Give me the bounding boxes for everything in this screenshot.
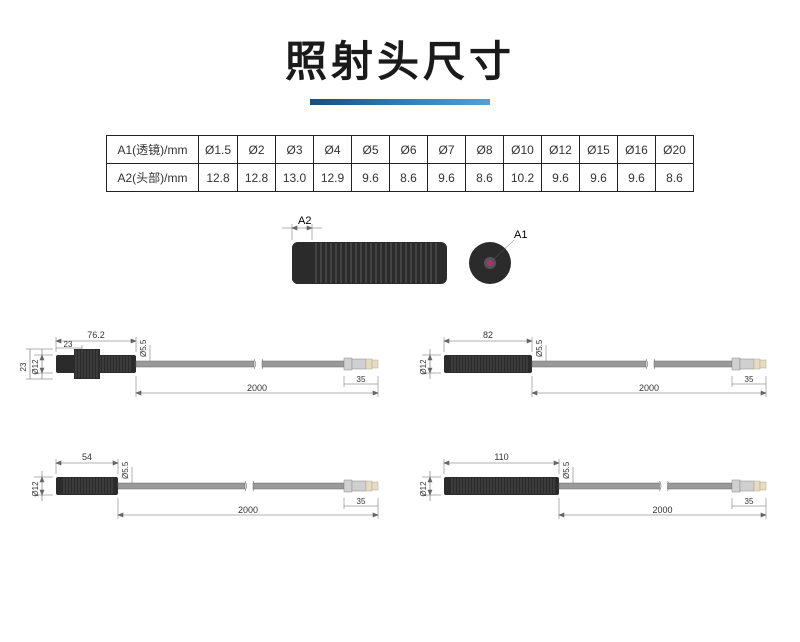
svg-text:Ø12: Ø12 [419,481,428,497]
svg-text:35: 35 [745,375,754,384]
drawing-4: 110 Ø12 Ø5.5 2000 35 [408,439,788,549]
svg-text:Ø5.5: Ø5.5 [535,339,544,357]
svg-text:35: 35 [357,497,366,506]
svg-text:76.2: 76.2 [87,330,105,340]
drawing-1: 76.2 23 Ø12 23 Ø5.5 2000 35 [20,317,400,427]
svg-text:110: 110 [494,452,508,462]
svg-text:Ø5.5: Ø5.5 [139,339,148,357]
svg-text:35: 35 [357,375,366,384]
row-label: A2(头部)/mm [106,164,198,192]
svg-text:Ø5.5: Ø5.5 [562,461,571,479]
row-label: A1(透镜)/mm [106,136,198,164]
drawings-grid: 76.2 23 Ø12 23 Ø5.5 2000 35 [0,317,800,549]
svg-text:23: 23 [20,362,28,371]
svg-text:Ø12: Ø12 [31,481,40,497]
svg-text:2000: 2000 [639,383,659,393]
svg-text:82: 82 [483,330,493,340]
svg-text:35: 35 [745,497,754,506]
table-row: A2(头部)/mm 12.8 12.8 13.0 12.9 9.6 8.6 9.… [106,164,693,192]
svg-text:Ø12: Ø12 [31,359,40,375]
svg-text:A2: A2 [298,216,311,227]
svg-text:23: 23 [64,340,73,349]
svg-text:2000: 2000 [652,505,672,515]
drawing-2: 82 Ø12 Ø5.5 2000 35 [408,317,788,427]
title-underline [310,99,490,105]
svg-text:2000: 2000 [247,383,267,393]
page-title: 照射头尺寸 [0,0,800,89]
drawing-3: 54 Ø12 Ø5.5 2000 35 [20,439,400,549]
svg-text:A1: A1 [514,229,527,241]
svg-text:Ø5.5: Ø5.5 [121,461,130,479]
top-diagram: A2 A1 [0,216,800,299]
svg-text:Ø12: Ø12 [419,359,428,375]
table-row: A1(透镜)/mm Ø1.5 Ø2 Ø3 Ø4 Ø5 Ø6 Ø7 Ø8 Ø10 … [106,136,693,164]
svg-text:54: 54 [82,452,92,462]
dimensions-table: A1(透镜)/mm Ø1.5 Ø2 Ø3 Ø4 Ø5 Ø6 Ø7 Ø8 Ø10 … [106,135,694,192]
svg-text:2000: 2000 [238,505,258,515]
head-illustration: A2 A1 [260,216,540,294]
